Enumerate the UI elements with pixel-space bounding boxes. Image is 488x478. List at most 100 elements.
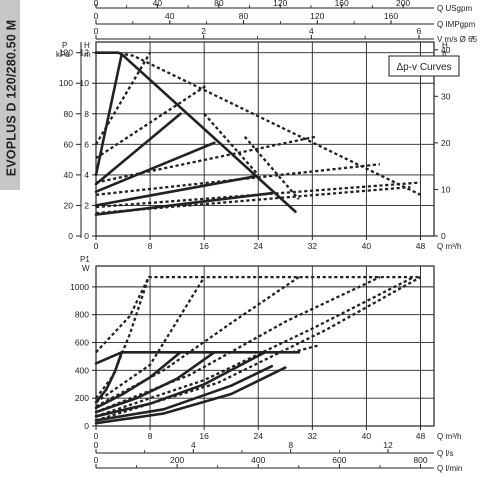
legend-text: Δp-v Curves — [396, 62, 451, 73]
dotted-curve — [95, 276, 206, 404]
y-tick-label: 2 — [84, 200, 89, 210]
kpa-axis-title: P — [62, 41, 67, 50]
solid-curve — [94, 364, 274, 422]
x-tick-label: 48 — [416, 431, 426, 441]
x-tick-label: 40 — [362, 241, 372, 251]
scale-tick-label: 160 — [335, 0, 349, 8]
y-tick-label: 0 — [84, 421, 89, 431]
ft-tick-label: 0 — [441, 231, 446, 241]
solid-curve — [94, 191, 274, 216]
ft-tick-label: 10 — [441, 184, 451, 194]
plot-frame — [95, 265, 435, 427]
solid-curve — [94, 112, 182, 186]
scale-tick-label: 0 — [94, 11, 99, 21]
x-axis-label: Q m³/h — [437, 242, 461, 251]
x-tick-label: 48 — [416, 241, 426, 251]
scale-tick-label: 120 — [273, 0, 287, 8]
scale-tick-label: 40 — [165, 11, 175, 21]
legend-box — [388, 55, 460, 77]
bottom-unit-scales: 0 4 8 12 Q l/s 0 200 400 600 800 Q l/min — [94, 440, 463, 473]
kpa-tick-label: 60 — [64, 139, 74, 149]
scale-tick-label: 8 — [288, 440, 293, 450]
kpa-tick-label: 20 — [64, 200, 74, 210]
h-m-axis-unit: m — [84, 50, 91, 59]
scale-tick-label: 0 — [94, 26, 99, 36]
scale-tick-label: 0 — [94, 440, 99, 450]
solid-curve — [94, 351, 267, 418]
dotted-curve — [95, 181, 421, 209]
solid-curve — [94, 366, 287, 425]
x-tick-label: 40 — [362, 431, 372, 441]
scale-label: Q l/min — [437, 464, 462, 473]
solid-curve — [94, 141, 216, 193]
scale-tick-label: 120 — [310, 11, 324, 21]
dotted-curve — [95, 163, 381, 196]
x-tick-label: 16 — [199, 431, 209, 441]
x-tick-label: 0 — [94, 241, 99, 251]
y-tick-label: 200 — [75, 393, 89, 403]
y-tick-label: 0 — [84, 231, 89, 241]
scale-tick-label: 800 — [413, 455, 427, 465]
dotted-curve — [95, 276, 300, 408]
scale-tick-label: 80 — [214, 0, 224, 8]
power-flow-chart: 0 8 16 24 32 40 48 0 200 400 600 800 1000 Q m³/h P1W — [70, 255, 461, 441]
x-tick-label: 32 — [308, 431, 318, 441]
dotted-curve — [243, 135, 300, 201]
y-tick-label: 1000 — [70, 282, 89, 292]
scale-tick-label: 80 — [239, 11, 249, 21]
p1-axis-unit: W — [82, 264, 90, 273]
scale-label: Q USgpm — [437, 4, 472, 13]
scale-tick-label: 2 — [201, 26, 206, 36]
p1-axis-title: P1 — [80, 255, 90, 264]
solid-curve — [94, 175, 257, 207]
dotted-curve — [95, 275, 421, 354]
y-tick-label: 12 — [80, 48, 90, 58]
plot-frame — [95, 41, 435, 237]
dotted-curve — [95, 276, 381, 414]
kpa-tick-label: 80 — [64, 109, 74, 119]
kpa-tick-label: 120 — [59, 48, 73, 58]
scale-tick-label: 6 — [417, 26, 422, 36]
dotted-curve — [95, 276, 415, 418]
ft-axis-title: H — [442, 41, 448, 50]
h-m-axis-title: H — [84, 41, 90, 50]
solid-curve — [94, 52, 123, 177]
solid-curve — [94, 351, 301, 365]
x-tick-label: 24 — [254, 241, 264, 251]
y-tick-label: 4 — [84, 170, 89, 180]
dotted-curve — [95, 83, 209, 160]
sidebar-band — [0, 0, 20, 190]
dotted-curve — [95, 135, 316, 184]
ft-tick-label: 20 — [441, 138, 451, 148]
x-tick-label: 24 — [254, 431, 264, 441]
scale-label: Q l/s — [437, 449, 453, 458]
y-tick-label: 800 — [75, 310, 89, 320]
ft-axis-unit: ft — [442, 50, 447, 59]
scale-tick-label: 400 — [251, 455, 265, 465]
x-tick-label: 8 — [148, 431, 153, 441]
dotted-curve — [95, 276, 422, 422]
scale-tick-label: 0 — [94, 455, 99, 465]
solid-curve — [94, 351, 182, 410]
y-tick-label: 6 — [84, 139, 89, 149]
x-tick-label: 8 — [148, 241, 153, 251]
ft-tick-label: 40 — [441, 45, 451, 55]
dotted-curve — [203, 113, 260, 176]
scale-tick-label: 200 — [170, 455, 184, 465]
x-tick-label: 16 — [199, 241, 209, 251]
x-axis-label: Q m³/h — [437, 432, 461, 441]
x-tick-label: 32 — [308, 241, 318, 251]
y-tick-label: 400 — [75, 365, 89, 375]
ft-tick-label: 30 — [441, 91, 451, 101]
scale-label: Q IMPgpm — [437, 20, 476, 29]
scale-tick-label: 600 — [332, 455, 346, 465]
scale-tick-label: 4 — [191, 440, 196, 450]
scale-tick-label: 4 — [309, 26, 314, 36]
y-tick-label: 8 — [84, 109, 89, 119]
x-tick-label: 0 — [94, 431, 99, 441]
dotted-curve — [95, 276, 150, 399]
scale-label: V m/s Ø 65 — [437, 35, 478, 44]
kpa-axis-unit: kPa — [56, 50, 70, 59]
